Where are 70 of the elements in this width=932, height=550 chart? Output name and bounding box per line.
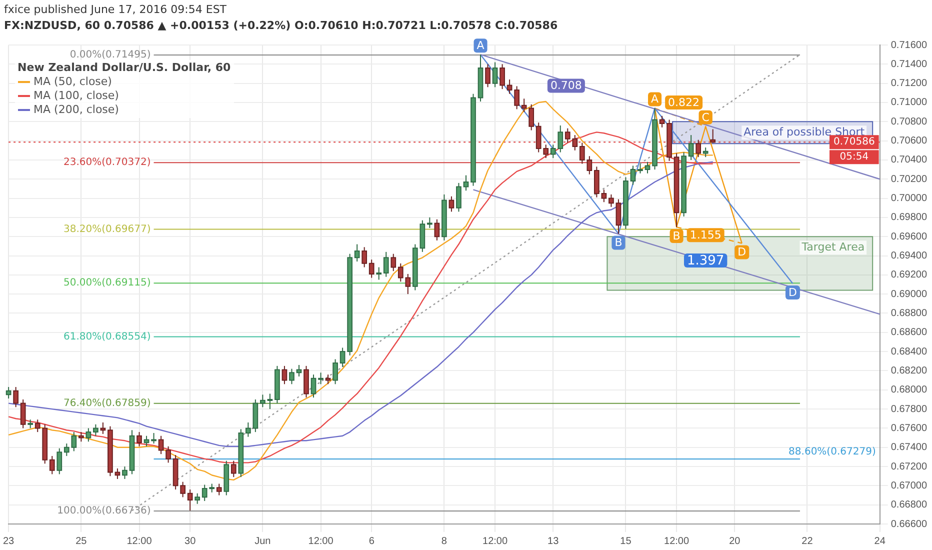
data-label: A: [476, 38, 485, 52]
legend-label: MA (50, close): [32, 75, 113, 90]
data-label: D: [738, 246, 746, 259]
data-label: A: [651, 92, 660, 106]
y-tick-label: 0.68000: [890, 384, 928, 396]
y-tick-label: 0.71200: [890, 78, 928, 90]
y-tick-label: 0.67800: [890, 404, 928, 415]
y-tick-label: 0.70200: [890, 174, 928, 185]
y-tick-label: 0.70000: [890, 193, 928, 204]
ref-line-label: 76.40%(0.67859): [63, 398, 151, 409]
y-tick-label: 0.70600: [890, 136, 928, 147]
x-tick-label: 30: [184, 536, 196, 547]
x-tick-label: 12:00: [482, 536, 508, 547]
y-tick-label: 0.68600: [890, 327, 928, 338]
chart-subtitle: FX:NZDUSD, 60 0.70586 ▲ +0.00153 (+0.22%) O:0.70610 H:0.70721 L:0.70578 C:0.70586: [4, 18, 558, 34]
y-tick-label: 0.71600: [890, 40, 928, 51]
x-tick-label: 12:00: [308, 536, 334, 547]
y-tick-label: 0.67200: [890, 461, 928, 472]
x-tick-label: 8: [441, 536, 448, 547]
ref-line-label: 50.00%(0.69115): [63, 278, 151, 289]
y-tick-label: 0.66600: [890, 518, 928, 530]
x-tick-label: 15: [620, 536, 632, 547]
x-tick-label: 12:00: [126, 536, 152, 547]
y-tick-label: 0.68800: [890, 308, 928, 319]
legend-label: MA (200, close): [32, 103, 120, 118]
data-label: C: [702, 110, 710, 124]
data-label: B: [672, 229, 680, 242]
y-tick-label: 0.69800: [890, 212, 928, 224]
y-tick-label: 0.69400: [890, 250, 928, 262]
y-tick-label: 0.69000: [890, 288, 928, 300]
band-label: Area of possible Short: [744, 126, 866, 138]
annotation: 05:54: [840, 152, 869, 163]
x-tick-label: 23: [3, 536, 15, 547]
ref-line-label: 61.80%(0.68554): [63, 331, 151, 342]
x-tick-label: 24: [874, 536, 886, 547]
annotation: 0.708: [550, 79, 582, 92]
x-tick-label: 12:00: [664, 536, 690, 547]
annotation: 0.822: [668, 96, 700, 109]
ref-line-label: 88.60%(0.67279): [788, 446, 876, 458]
y-tick-label: 0.67400: [890, 442, 928, 454]
y-tick-label: 0.68400: [890, 346, 928, 358]
annotation: 1.397: [686, 253, 724, 268]
y-tick-label: 0.70800: [890, 116, 928, 128]
y-tick-label: 0.70400: [890, 154, 928, 166]
band-label: Target Area: [800, 240, 865, 254]
x-tick-label: 20: [729, 536, 741, 547]
x-tick-label: 13: [548, 536, 560, 547]
data-label: D: [788, 286, 797, 299]
x-tick-label: 25: [76, 536, 88, 547]
ref-line-label: 0.00%(0.71495): [70, 50, 151, 61]
y-tick-label: 0.71400: [890, 58, 928, 70]
data-label: B: [614, 236, 622, 250]
x-tick-label: 22: [802, 536, 814, 547]
ref-line-label: 38.20%(0.69677): [63, 224, 151, 235]
ref-line-label: 0.70586: [834, 136, 875, 148]
x-tick-label: 6: [368, 536, 375, 547]
y-tick-label: 0.71000: [890, 97, 928, 108]
x-tick-label: Jun: [254, 536, 271, 547]
y-tick-label: 0.68200: [890, 365, 928, 376]
ref-line-label: 23.60%(0.70372): [63, 157, 151, 168]
y-tick-label: 0.69200: [890, 270, 928, 281]
legend-label: MA (100, close): [32, 89, 120, 104]
text: New Zealand Dollar/U.S. Dollar, 60: [18, 61, 231, 76]
y-tick-label: 0.69600: [890, 231, 928, 242]
text: fxice published June 17, 2016 09:54 EST: [4, 2, 228, 18]
y-tick-label: 0.67600: [890, 422, 928, 434]
ref-line-label: 100.00%(0.66736): [57, 506, 151, 517]
y-tick-label: 0.67000: [890, 480, 928, 492]
annotation: 1.155: [690, 228, 722, 242]
y-tick-label: 0.66800: [890, 500, 928, 511]
